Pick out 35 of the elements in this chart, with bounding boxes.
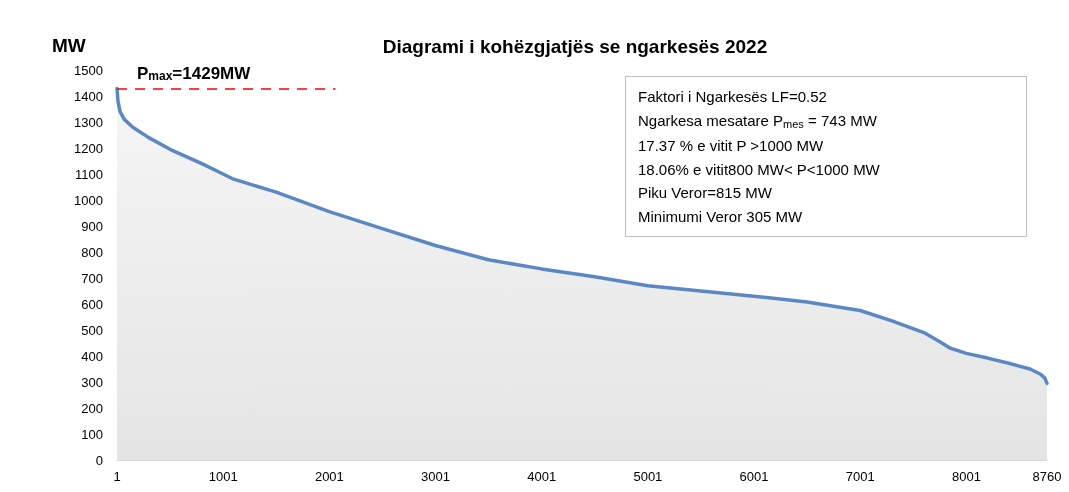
y-tick-label: 400 (81, 348, 103, 364)
annotation: Faktori i Ngarkesës LF=0.52 (638, 87, 828, 107)
y-tick-label: 700 (81, 270, 103, 286)
y-axis-title: MW (52, 35, 86, 56)
x-tick-label: 7001 (845, 469, 875, 484)
x-tick-label: 1 (113, 469, 121, 484)
y-tick-label: 1200 (74, 140, 103, 156)
x-tick-label: 8760 (1032, 469, 1062, 484)
annotation: 18.06% e vitit800 MW< P<1000 MW (638, 159, 881, 180)
x-tick-label: 4001 (527, 469, 557, 484)
annotation: Piku Veror=815 MW (638, 183, 773, 203)
annotation: Ngarkesa mesatare P$_{mes}$ = 743 MW (638, 110, 878, 132)
y-tick-label: 600 (81, 296, 103, 312)
y-tick-label: 500 (81, 322, 103, 338)
x-tick-label: 8001 (951, 469, 981, 484)
y-tick-label: 900 (81, 218, 103, 234)
x-tick-label: 2001 (314, 469, 344, 484)
annotation: 17.37 % e vitit P >1000 MW (638, 136, 825, 156)
ref-line-label: Pmax=1429MW (137, 63, 252, 84)
annotation: Minimumi Veror 305 MW (638, 206, 804, 227)
x-tick-label: 5001 (633, 469, 663, 484)
x-tick-label: 1001 (208, 469, 238, 484)
y-tick-label: 200 (81, 400, 103, 416)
y-tick-label: 1000 (74, 192, 103, 208)
y-tick-label: 800 (81, 244, 103, 260)
y-tick-label: 100 (81, 426, 103, 442)
y-tick-label: 1300 (74, 114, 103, 130)
y-tick-label: 1400 (74, 88, 103, 104)
x-tick-label: 3001 (421, 469, 450, 484)
y-tick-label: 0 (95, 452, 103, 468)
y-tick-label: 1500 (74, 62, 103, 78)
chart-title: Diagrami i kohëzgjatjës se ngarkesës 2022 (382, 36, 768, 57)
y-tick-label: 300 (81, 374, 103, 390)
x-tick-label: 6001 (739, 469, 769, 484)
y-tick-label: 1100 (75, 166, 103, 182)
